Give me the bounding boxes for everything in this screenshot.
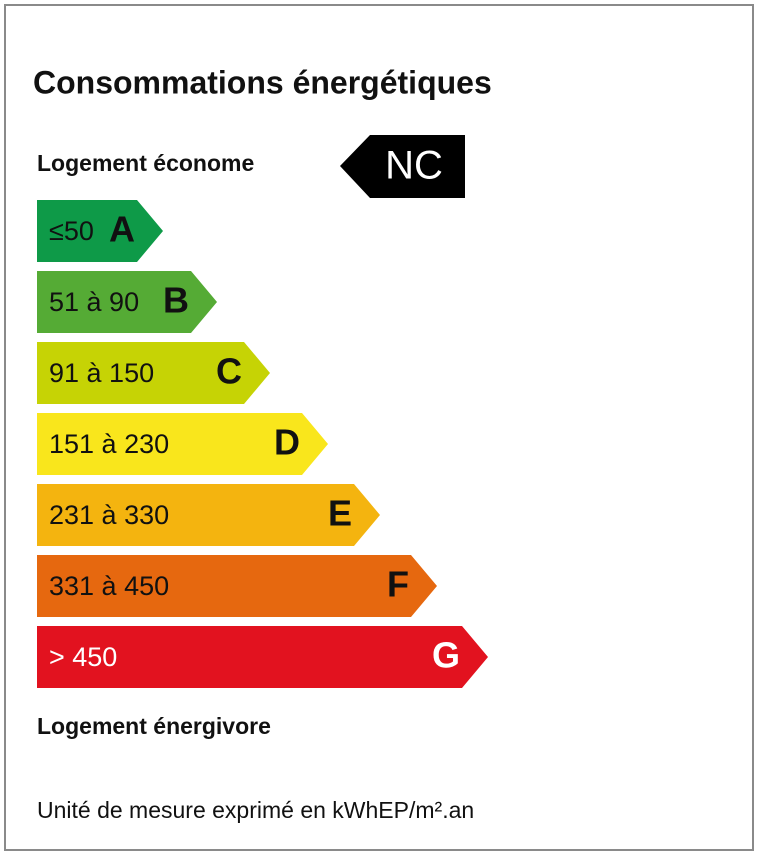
class-range: 151 à 230 xyxy=(49,429,169,459)
class-band xyxy=(37,342,270,404)
class-range: ≤50 xyxy=(49,216,94,246)
rating: NC xyxy=(385,144,443,188)
class-letter: C xyxy=(216,351,242,392)
class-range: 51 à 90 xyxy=(49,287,139,317)
class-letter: D xyxy=(274,422,300,463)
class-band xyxy=(37,200,163,262)
class-band xyxy=(37,271,217,333)
class-band xyxy=(37,626,488,688)
class-band xyxy=(37,484,380,546)
class-letter: A xyxy=(109,209,135,250)
class-band xyxy=(37,413,328,475)
class-range: 331 à 450 xyxy=(49,571,169,601)
class-letter: E xyxy=(328,493,352,534)
class-letter: B xyxy=(163,280,189,321)
class-letter: G xyxy=(432,635,460,676)
title: Consommations énergétiques xyxy=(33,64,492,100)
class-range: > 450 xyxy=(49,642,117,672)
class-range: 91 à 150 xyxy=(49,358,154,388)
class-letter: F xyxy=(387,564,409,605)
unit-note: Unité de mesure exprimé en kWhEP/m².an xyxy=(37,797,474,823)
bottom-label: Logement énergivore xyxy=(37,713,271,739)
rating-badge xyxy=(340,135,465,198)
class-band xyxy=(37,555,437,617)
class-range: 231 à 330 xyxy=(49,500,169,530)
top-label: Logement économe xyxy=(37,150,254,176)
